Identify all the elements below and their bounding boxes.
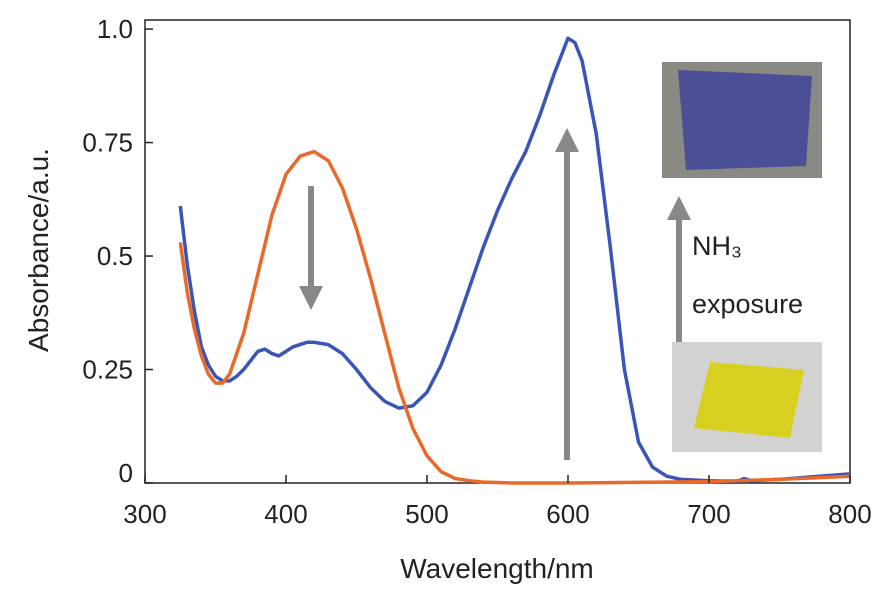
y-tick-label: 0.5 <box>97 241 133 271</box>
yellow-film <box>694 362 804 438</box>
x-tick-label: 800 <box>828 499 871 529</box>
x-axis-label: Wavelength/nm <box>400 553 594 584</box>
annotation: NH₃ <box>692 231 742 261</box>
annotation: exposure <box>692 289 803 319</box>
series-line <box>178 36 851 483</box>
y-tick-label: 1.0 <box>97 14 133 44</box>
y-tick-label: 0.25 <box>82 355 133 385</box>
y-axis-label: Absorbance/a.u. <box>23 148 54 352</box>
x-tick-label: 700 <box>687 499 730 529</box>
blue-film <box>678 70 812 170</box>
series-line <box>178 149 851 485</box>
x-tick-label: 400 <box>264 499 307 529</box>
y-tick-label: 0 <box>119 458 133 488</box>
x-tick-label: 600 <box>546 499 589 529</box>
x-tick-label: 500 <box>405 499 448 529</box>
x-tick-label: 300 <box>123 499 166 529</box>
y-tick-label: 0.75 <box>82 128 133 158</box>
